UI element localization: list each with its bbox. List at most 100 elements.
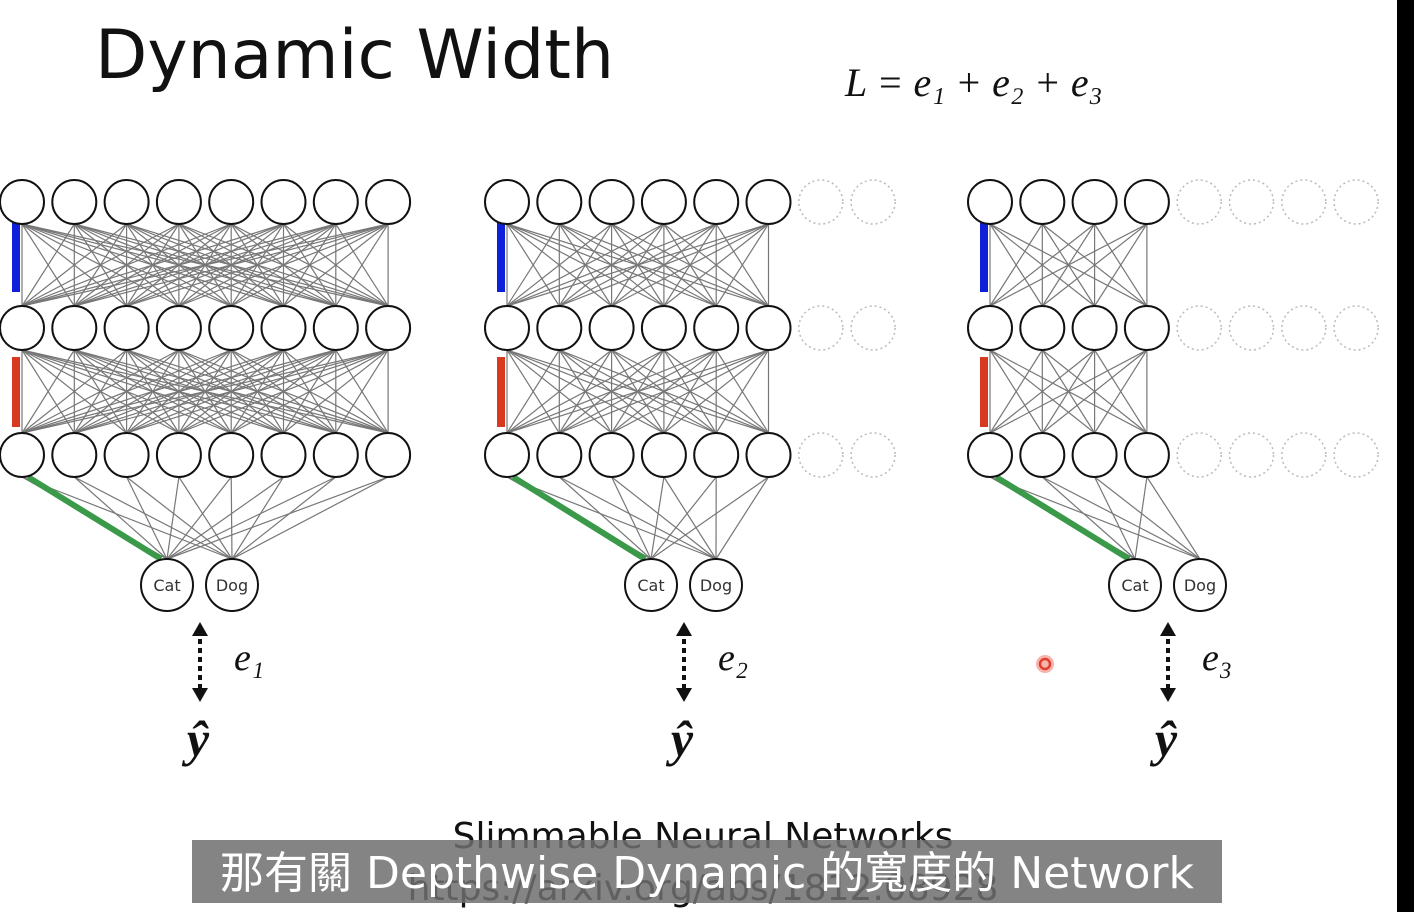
connection [231,476,389,560]
connection [715,223,770,307]
connection [989,223,1043,307]
connection [230,349,389,434]
connection [335,349,389,434]
connection [231,476,285,560]
loss-label: e₃ [1202,637,1232,679]
loss-label: e₂ [718,637,748,679]
neuron [588,305,635,351]
connection [21,223,284,307]
connection [663,223,769,307]
inactive-neuron [1281,179,1327,225]
connection [166,476,389,560]
connection [1094,476,1136,560]
connection [231,476,337,560]
neuron [365,432,412,478]
neuron [1019,305,1066,351]
connection [558,476,652,560]
neuron [103,305,150,351]
subtitle: 那有關 Depthwise Dynamic 的寬度的 Network [220,848,1194,899]
neuron [365,305,412,351]
connection [74,223,389,307]
connection [1042,476,1201,560]
connection [166,476,180,560]
connection [989,349,1095,434]
neuron [640,179,687,225]
connection [506,223,717,307]
connection [73,476,168,560]
connection [989,223,1148,307]
output-label: Dog [216,576,248,595]
neuron [260,305,307,351]
connection [663,349,769,434]
networks: Cat Dog e₁ ŷ Cat Dog e₂ ŷ Cat Dog e₃ ŷ [0,179,1379,767]
connection [611,476,717,560]
output-label: Cat [637,576,664,595]
connection [506,223,665,307]
neuron [640,432,687,478]
neuron [536,432,583,478]
output-label: Cat [153,576,180,595]
cursor [1038,657,1052,671]
connection [21,349,232,434]
neuron [967,305,1013,351]
connection [335,223,389,307]
arrow-head [676,688,692,702]
connection [1094,223,1148,307]
connection [506,349,665,434]
inactive-neuron [1281,432,1327,478]
connection [989,349,1043,434]
inactive-neuron [850,305,896,351]
neuron [1123,305,1170,351]
connection [1041,476,1136,560]
connection [506,349,769,434]
neuron [1123,179,1170,225]
connection [506,349,717,434]
inactive-neuron [1333,305,1379,351]
connection [21,349,284,434]
neuron [536,305,583,351]
neuron [536,179,583,225]
connection [21,223,389,307]
arrow-head [192,688,208,702]
highlight-green [26,474,163,562]
neuron [312,179,359,225]
right-edge [1397,0,1414,912]
connection [178,223,389,307]
neuron [484,432,530,478]
connection [21,223,75,307]
neuron [260,432,307,478]
inactive-neuron [1176,432,1222,478]
neuron [1071,179,1118,225]
highlight-blue [980,222,988,292]
inactive-neuron [1281,305,1327,351]
connection [21,349,75,434]
connection [166,476,337,560]
output-node [689,558,743,612]
neuron [1071,432,1118,478]
neuron [1019,432,1066,478]
neuron [745,432,792,478]
neuron [0,179,45,225]
highlight-blue [497,222,505,292]
connection [611,476,652,560]
connection [650,476,769,560]
arrow-head [192,622,208,636]
connection [21,223,336,307]
neuron [693,432,740,478]
highlight-red [12,357,20,427]
output-label: Cat [1121,576,1148,595]
neuron [312,305,359,351]
neuron [588,432,635,478]
output-label: Dog [1184,576,1216,595]
neuron [745,305,792,351]
connection [506,349,612,434]
inactive-neuron [798,305,844,351]
connection [1134,476,1148,560]
inactive-neuron [850,179,896,225]
target-label: ŷ [182,711,210,767]
highlight-green [511,474,647,562]
neuron [1071,305,1118,351]
inactive-neuron [1228,432,1275,478]
neuron [588,179,635,225]
